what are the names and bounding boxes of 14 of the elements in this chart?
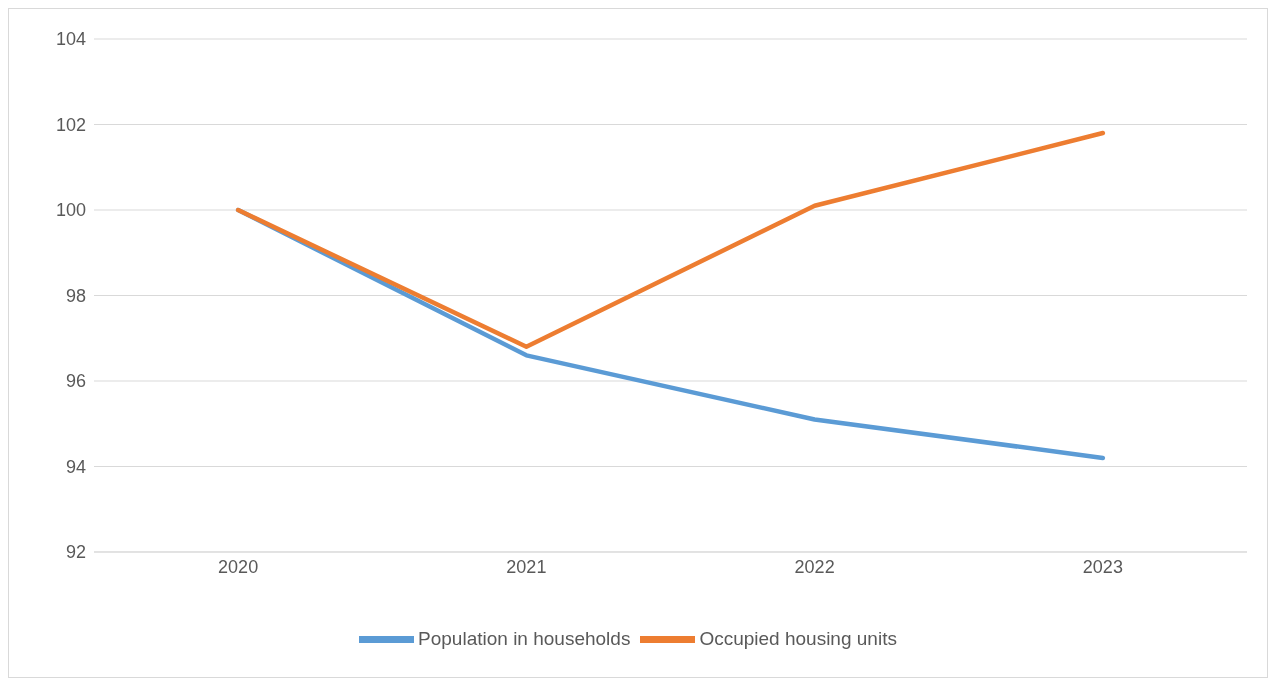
x-tick-label: 2022 — [794, 556, 835, 577]
y-tick-label: 100 — [55, 200, 86, 221]
x-tick-label: 2020 — [218, 556, 259, 577]
y-tick-label: 92 — [65, 542, 86, 563]
y-tick-label: 102 — [55, 114, 86, 135]
line-series — [235, 130, 1106, 350]
y-tick-label: 94 — [65, 456, 86, 477]
y-tick-label: 96 — [65, 371, 86, 392]
legend-label: Occupied housing units — [699, 627, 897, 649]
x-tick-label: 2021 — [506, 556, 547, 577]
x-tick-label: 2023 — [1082, 556, 1123, 577]
legend-label: Population in households — [418, 627, 631, 649]
y-tick-label: 104 — [55, 29, 86, 50]
y-tick-label: 98 — [65, 285, 86, 306]
